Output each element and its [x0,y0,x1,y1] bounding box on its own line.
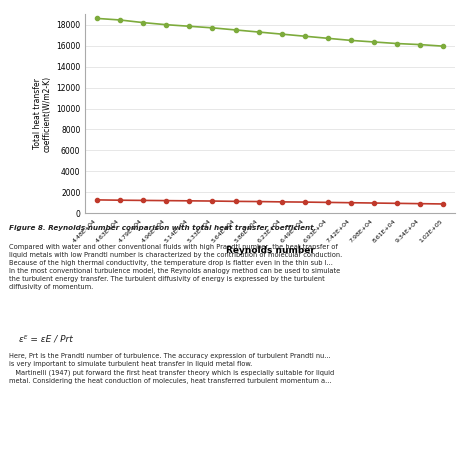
Y-axis label: Total heat transfer
coefficient(W/m2-K): Total heat transfer coefficient(W/m2-K) [33,76,52,152]
Text: εᴱ = εE / Prt: εᴱ = εE / Prt [19,334,73,343]
Text: Here, Prt is the Prandtl number of turbulence. The accuracy expression of turbul: Here, Prt is the Prandtl number of turbu… [9,353,335,383]
Text: Figure 8. Reynolds number comparison with total heat transfer coefficient.: Figure 8. Reynolds number comparison wit… [9,225,317,231]
X-axis label: Reynolds number: Reynolds number [226,246,315,255]
Text: Compared with water and other conventional fluids with high Prandtl number, the : Compared with water and other convention… [9,244,343,290]
